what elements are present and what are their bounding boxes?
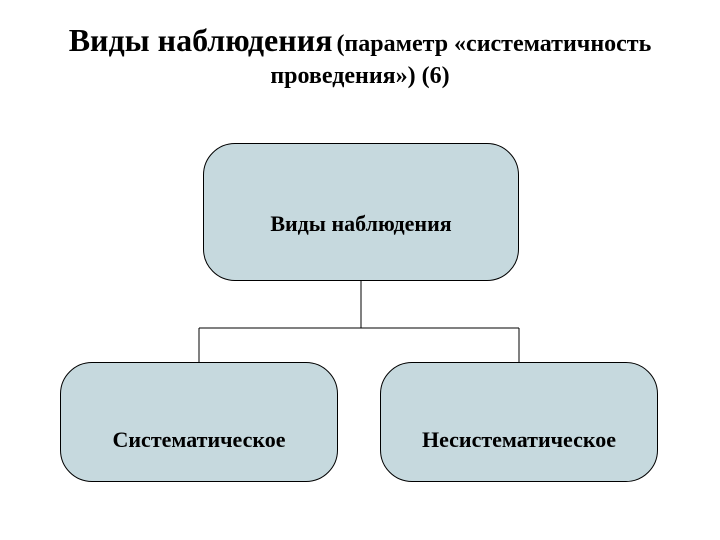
node-left-label: Систематическое bbox=[112, 427, 285, 453]
node-left: Систематическое bbox=[60, 362, 338, 482]
title-main: Виды наблюдения bbox=[69, 22, 333, 58]
title-line-2: проведения») (6) bbox=[24, 63, 696, 90]
title-sub1: (параметр «систематичность bbox=[336, 31, 651, 57]
node-root-label: Виды наблюдения bbox=[270, 211, 451, 237]
node-right: Несистематическое bbox=[380, 362, 658, 482]
slide-title: Виды наблюдения (параметр «систематичнос… bbox=[0, 22, 720, 90]
title-line-1: Виды наблюдения (параметр «систематичнос… bbox=[24, 22, 696, 59]
node-right-label: Несистематическое bbox=[422, 427, 616, 453]
node-root: Виды наблюдения bbox=[203, 143, 519, 281]
